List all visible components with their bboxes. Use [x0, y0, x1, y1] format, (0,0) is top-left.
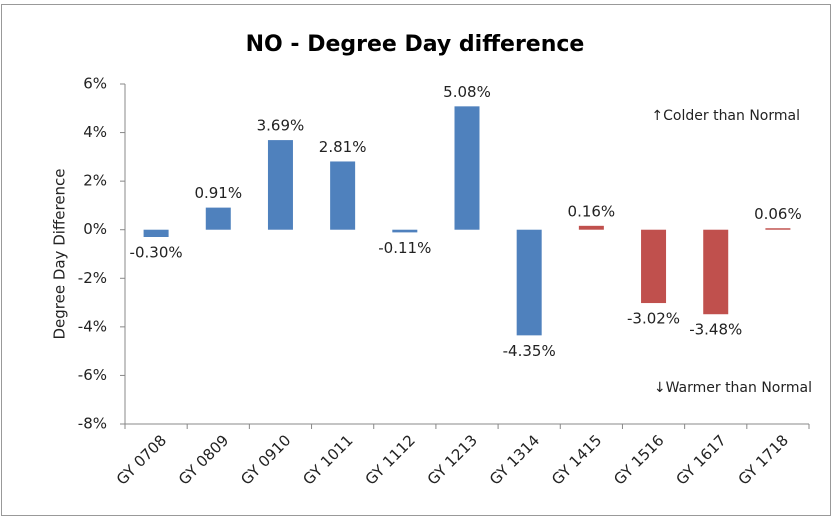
y-tick-label: 4% [83, 123, 107, 141]
bar [205, 207, 231, 230]
chart-frame [1, 4, 831, 516]
value-label: 0.91% [194, 184, 242, 202]
y-tick-label: 0% [83, 220, 107, 238]
value-label: 0.06% [754, 205, 802, 223]
bar [392, 229, 418, 233]
value-label: -0.30% [130, 244, 183, 262]
y-tick-label: -6% [78, 366, 107, 384]
value-label: -3.48% [689, 321, 742, 339]
bar [765, 228, 791, 230]
value-label: 3.69% [257, 117, 305, 135]
bar [641, 229, 667, 304]
bar [516, 229, 542, 336]
value-label: -0.11% [378, 239, 431, 257]
annotation: ↓Warmer than Normal [654, 380, 812, 396]
value-label: 5.08% [443, 83, 491, 101]
bar [454, 106, 480, 230]
value-label: -4.35% [503, 342, 556, 360]
value-label: 2.81% [319, 138, 367, 156]
y-tick-label: 6% [83, 75, 107, 93]
y-axis-label: Degree Day Difference [51, 168, 69, 339]
value-label: 0.16% [568, 202, 616, 220]
bar [267, 140, 293, 230]
y-tick-label: -8% [78, 415, 107, 433]
bar [143, 229, 169, 237]
value-label: -3.02% [627, 310, 680, 328]
bar [703, 229, 729, 315]
y-tick-label: -2% [78, 269, 107, 287]
bar [330, 161, 356, 230]
annotation: ↑Colder than Normal [651, 108, 800, 124]
y-tick-label: -4% [78, 317, 107, 335]
y-tick-label: 2% [83, 172, 107, 190]
bar [578, 225, 604, 230]
chart-title: NO - Degree Day difference [246, 32, 585, 57]
